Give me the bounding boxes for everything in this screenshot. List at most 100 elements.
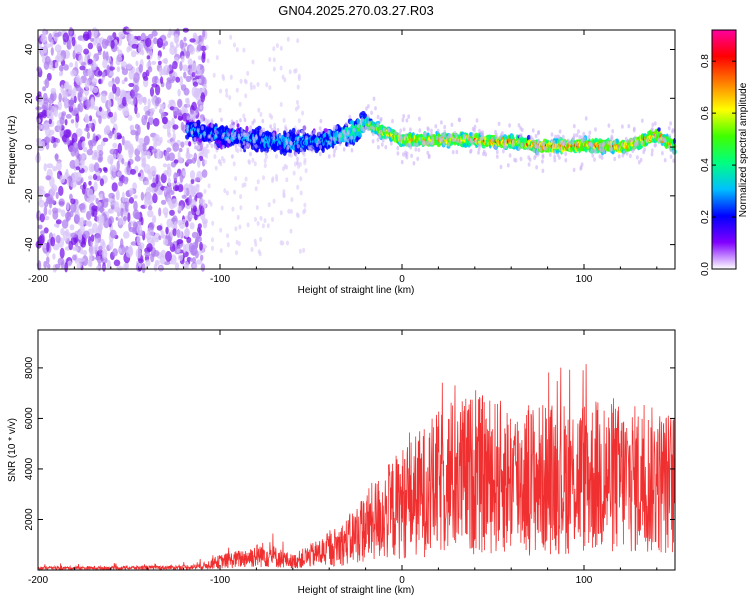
spectrogram-noise-blob [225, 88, 228, 94]
spectrogram-ridge-fringe [376, 137, 380, 142]
spectrogram-ridge-fringe [629, 153, 632, 159]
spectrogram-noise-blob [196, 44, 202, 52]
spectrogram-ridge-fringe [412, 161, 416, 166]
spectrogram-ridge-fringe [435, 135, 439, 141]
spectrogram-noise-blob [125, 93, 130, 103]
spectrogram-ridge-fringe [414, 147, 418, 152]
spectrogram-noise-blob [90, 96, 95, 107]
spectrogram-noise-blob [192, 205, 198, 213]
spectrogram-noise-blob [85, 220, 90, 226]
spectrogram-noise-blob [66, 137, 70, 146]
spectrogram-ridge-fringe [284, 126, 288, 132]
spectrogram-noise-blob [282, 189, 286, 195]
spectrogram-noise-blob [178, 147, 183, 153]
spectrogram-noise-blob [235, 87, 239, 93]
spectrogram-noise-blob [42, 101, 49, 110]
snr-y-tick-label: 4000 [24, 457, 35, 480]
spectrogram-ridge-fringe [477, 150, 480, 155]
spectrogram-ridge-fringe [669, 154, 673, 159]
spectrogram-noise-blob [184, 220, 189, 228]
spectrogram-ridge-fringe [598, 142, 602, 148]
spectrogram-noise-blob [130, 50, 137, 58]
spectrogram-ridge-fringe [317, 131, 321, 137]
spectrogram-noise-blob [297, 73, 301, 79]
spectrogram-ridge-fringe [504, 144, 507, 150]
spectrogram-ridge-fringe [207, 119, 210, 124]
spectrogram-ridge-fringe [564, 158, 568, 163]
spectrogram-noise-blob [219, 248, 223, 254]
spectrogram-noise-blob [144, 197, 148, 209]
spectrogram-noise-blob [215, 55, 219, 61]
spectrogram-ridge-fringe [220, 117, 223, 122]
spectrogram-noise-blob [63, 82, 69, 90]
spectrogram-noise-blob [177, 116, 184, 121]
spectrogram-noise-blob [286, 240, 289, 246]
spectrogram-ridge-cell [657, 127, 661, 132]
spectrogram-noise-blob [165, 226, 169, 235]
spectrogram-ridge-fringe [394, 131, 398, 136]
spectrogram-noise-blob [266, 223, 270, 229]
spectrogram-ridge-fringe [658, 137, 661, 142]
spectrogram-noise-blob [151, 83, 158, 88]
spectrogram-ridge-fringe [650, 152, 654, 157]
spectrogram-ridge-fringe [661, 151, 664, 156]
spectrogram-noise-blob [102, 137, 109, 142]
spectrogram-noise-blob [206, 58, 210, 64]
spectrogram-noise-blob [265, 82, 269, 88]
spectrogram-ridge-fringe [296, 160, 299, 166]
spectrogram-noise-blob [77, 257, 85, 263]
spectrogram-noise-blob [107, 99, 112, 109]
spectrogram-ridge-fringe [310, 132, 313, 137]
spectrogram-ridge-fringe [235, 119, 239, 125]
spectrogram-noise-blob [117, 152, 122, 162]
spectrogram-noise-blob [171, 75, 176, 82]
spectrogram-noise-blob [137, 172, 141, 177]
snr-series-line [37, 364, 676, 572]
spectrogram-noise-blob [198, 250, 202, 256]
spectrogram-noise-blob [192, 263, 198, 269]
spectrogram-ridge-fringe [259, 130, 263, 135]
spectrogram-ridge-fringe [264, 151, 268, 156]
colorbar-label: Normalized spectral amplitude [738, 82, 749, 217]
spectrogram-ridge-fringe [458, 117, 462, 123]
spectrogram-ridge-fringe [598, 147, 602, 152]
spectrogram-noise-blob [234, 226, 238, 232]
spectrogram-noise-blob [87, 58, 93, 65]
spectrogram-noise-blob [147, 209, 154, 218]
spectrogram-ridge-fringe [533, 155, 536, 161]
spectrogram-noise-blob [186, 236, 192, 244]
spectrogram-noise-blob [87, 42, 94, 50]
spectrogram-noise-blob [194, 238, 199, 249]
spectrogram-ridge-fringe [410, 153, 413, 158]
spectrogram-ridge-fringe [534, 133, 538, 139]
spectrogram-ridge-fringe [370, 125, 373, 130]
spectrogram-ridge-fringe [593, 157, 596, 162]
spectrogram-noise-blob [189, 257, 193, 262]
spectrogram-ridge-fringe [550, 132, 554, 137]
spectrogram-ridge-fringe [401, 117, 405, 123]
spectrogram-noise-blob [64, 262, 68, 273]
spectrogram-noise-blob [268, 85, 272, 91]
spectrogram-noise-blob [206, 148, 210, 154]
spectrogram-noise-blob [246, 222, 250, 228]
spectrogram-noise-blob [96, 42, 102, 51]
spectrogram-noise-blob [120, 238, 124, 250]
spectrogram-ridge-fringe [621, 124, 624, 129]
spectrogram-noise-blob [57, 100, 62, 111]
spectrogram-noise-blob [62, 90, 68, 99]
spectrogram-ridge-fringe [360, 117, 364, 122]
spectrogram-noise-blob [72, 141, 79, 153]
spectrogram-x-label: Height of straight line (km) [298, 285, 415, 296]
spectrogram-noise-blob [75, 166, 81, 171]
spectrogram-ridge-fringe [495, 149, 499, 155]
spectrogram-noise-blob [61, 219, 69, 229]
spectrogram-noise-blob [171, 217, 177, 222]
spectrogram-ridge-fringe [445, 136, 449, 141]
spectrogram-noise-blob [118, 31, 125, 38]
spectrogram-noise-blob [214, 165, 218, 171]
spectrogram-ridge-fringe [527, 162, 531, 167]
spectrogram-ridge-fringe [409, 127, 412, 132]
spectrogram-noise-blob [59, 247, 65, 259]
spectrogram-ridge-fringe [186, 127, 189, 132]
